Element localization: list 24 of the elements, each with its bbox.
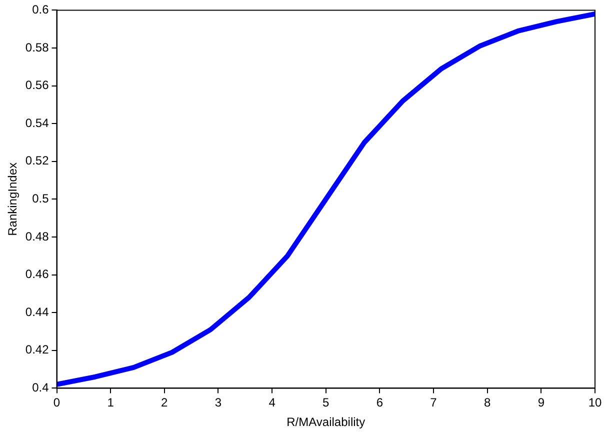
x-tick-label: 6: [376, 396, 384, 410]
y-tick-label: 0.44: [25, 304, 50, 319]
x-tick-label: 9: [538, 396, 545, 410]
x-tick-label: 10: [588, 396, 602, 410]
y-tick-label: 0.52: [25, 154, 50, 168]
x-tick-label: 5: [322, 396, 330, 410]
x-tick-label: 2: [161, 396, 168, 410]
y-tick-label: 0.4: [32, 380, 50, 395]
y-tick-label: 0.42: [25, 342, 50, 357]
x-tick-label: 4: [268, 396, 276, 410]
y-tick-label: 0.56: [25, 78, 50, 92]
y-tick-label: 0.54: [25, 116, 50, 130]
y-tick-label: 0.5: [32, 192, 50, 206]
x-axis-title: R/MAvailability: [286, 415, 366, 430]
y-axis-title: RankingIndex: [6, 162, 20, 236]
x-tick-label: 1: [107, 396, 114, 410]
x-tick-label: 3: [214, 396, 222, 410]
x-tick-label: 7: [430, 396, 438, 410]
x-tick-label: 8: [484, 396, 492, 410]
y-tick-label: 0.58: [25, 40, 50, 54]
x-tick-label: 0: [53, 396, 60, 410]
y-tick-label: 0.46: [25, 267, 50, 282]
y-tick-label: 0.6: [32, 2, 50, 17]
y-tick-label: 0.48: [25, 229, 50, 244]
